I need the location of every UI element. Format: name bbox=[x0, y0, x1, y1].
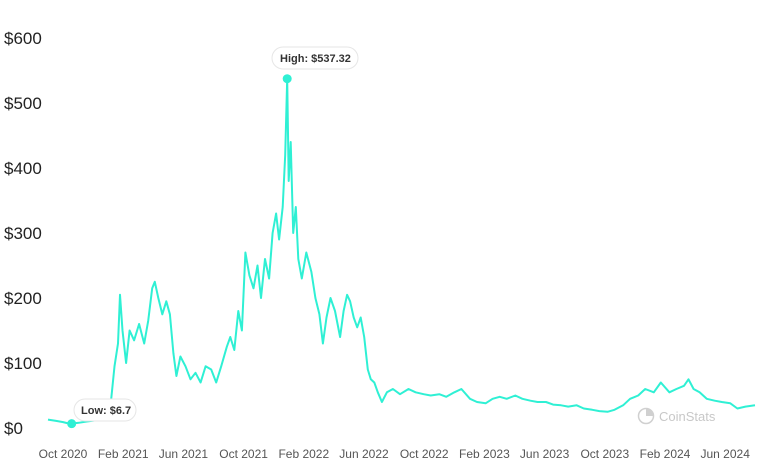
x-tick-label: Oct 2023 bbox=[580, 447, 629, 461]
y-tick-label: $500 bbox=[4, 94, 42, 113]
x-tick-label: Jun 2022 bbox=[339, 447, 389, 461]
watermark: CoinStats bbox=[637, 407, 716, 425]
x-axis: Oct 2020 Feb 2021 Jun 2021 Oct 2021 Feb 2022… bbox=[39, 447, 751, 461]
watermark-text: CoinStats bbox=[659, 409, 716, 424]
y-tick-label: $400 bbox=[4, 159, 42, 178]
y-tick-label: $600 bbox=[4, 29, 42, 48]
x-tick-label: Feb 2021 bbox=[98, 447, 149, 461]
high-point-marker bbox=[282, 74, 292, 84]
x-tick-label: Feb 2024 bbox=[640, 447, 691, 461]
low-callout-label: Low: $6.7 bbox=[81, 405, 131, 417]
high-callout-label: High: $537.32 bbox=[280, 53, 351, 65]
x-tick-label: Oct 2020 bbox=[39, 447, 88, 461]
y-tick-label: $200 bbox=[4, 289, 42, 308]
x-tick-label: Feb 2023 bbox=[459, 447, 510, 461]
y-axis: $600 $500 $400 $300 $200 $100 $0 bbox=[4, 29, 42, 438]
series-layer bbox=[47, 77, 756, 425]
x-tick-label: Jun 2023 bbox=[520, 447, 570, 461]
y-tick-label: $100 bbox=[4, 354, 42, 373]
x-tick-label: Oct 2021 bbox=[219, 447, 268, 461]
high-callout: High: $537.32 bbox=[271, 46, 359, 84]
x-tick-label: Jun 2021 bbox=[159, 447, 209, 461]
price-line bbox=[47, 77, 756, 425]
low-point-marker bbox=[67, 419, 77, 429]
x-tick-label: Jun 2024 bbox=[701, 447, 751, 461]
low-callout: Low: $6.7 bbox=[67, 398, 137, 429]
low-callout-box bbox=[73, 398, 137, 422]
x-tick-label: Oct 2022 bbox=[400, 447, 449, 461]
high-callout-box bbox=[271, 46, 359, 70]
y-tick-label: $300 bbox=[4, 224, 42, 243]
y-tick-label: $0 bbox=[4, 419, 23, 438]
x-tick-label: Feb 2022 bbox=[278, 447, 329, 461]
coinstats-logo-wedge bbox=[646, 408, 654, 416]
